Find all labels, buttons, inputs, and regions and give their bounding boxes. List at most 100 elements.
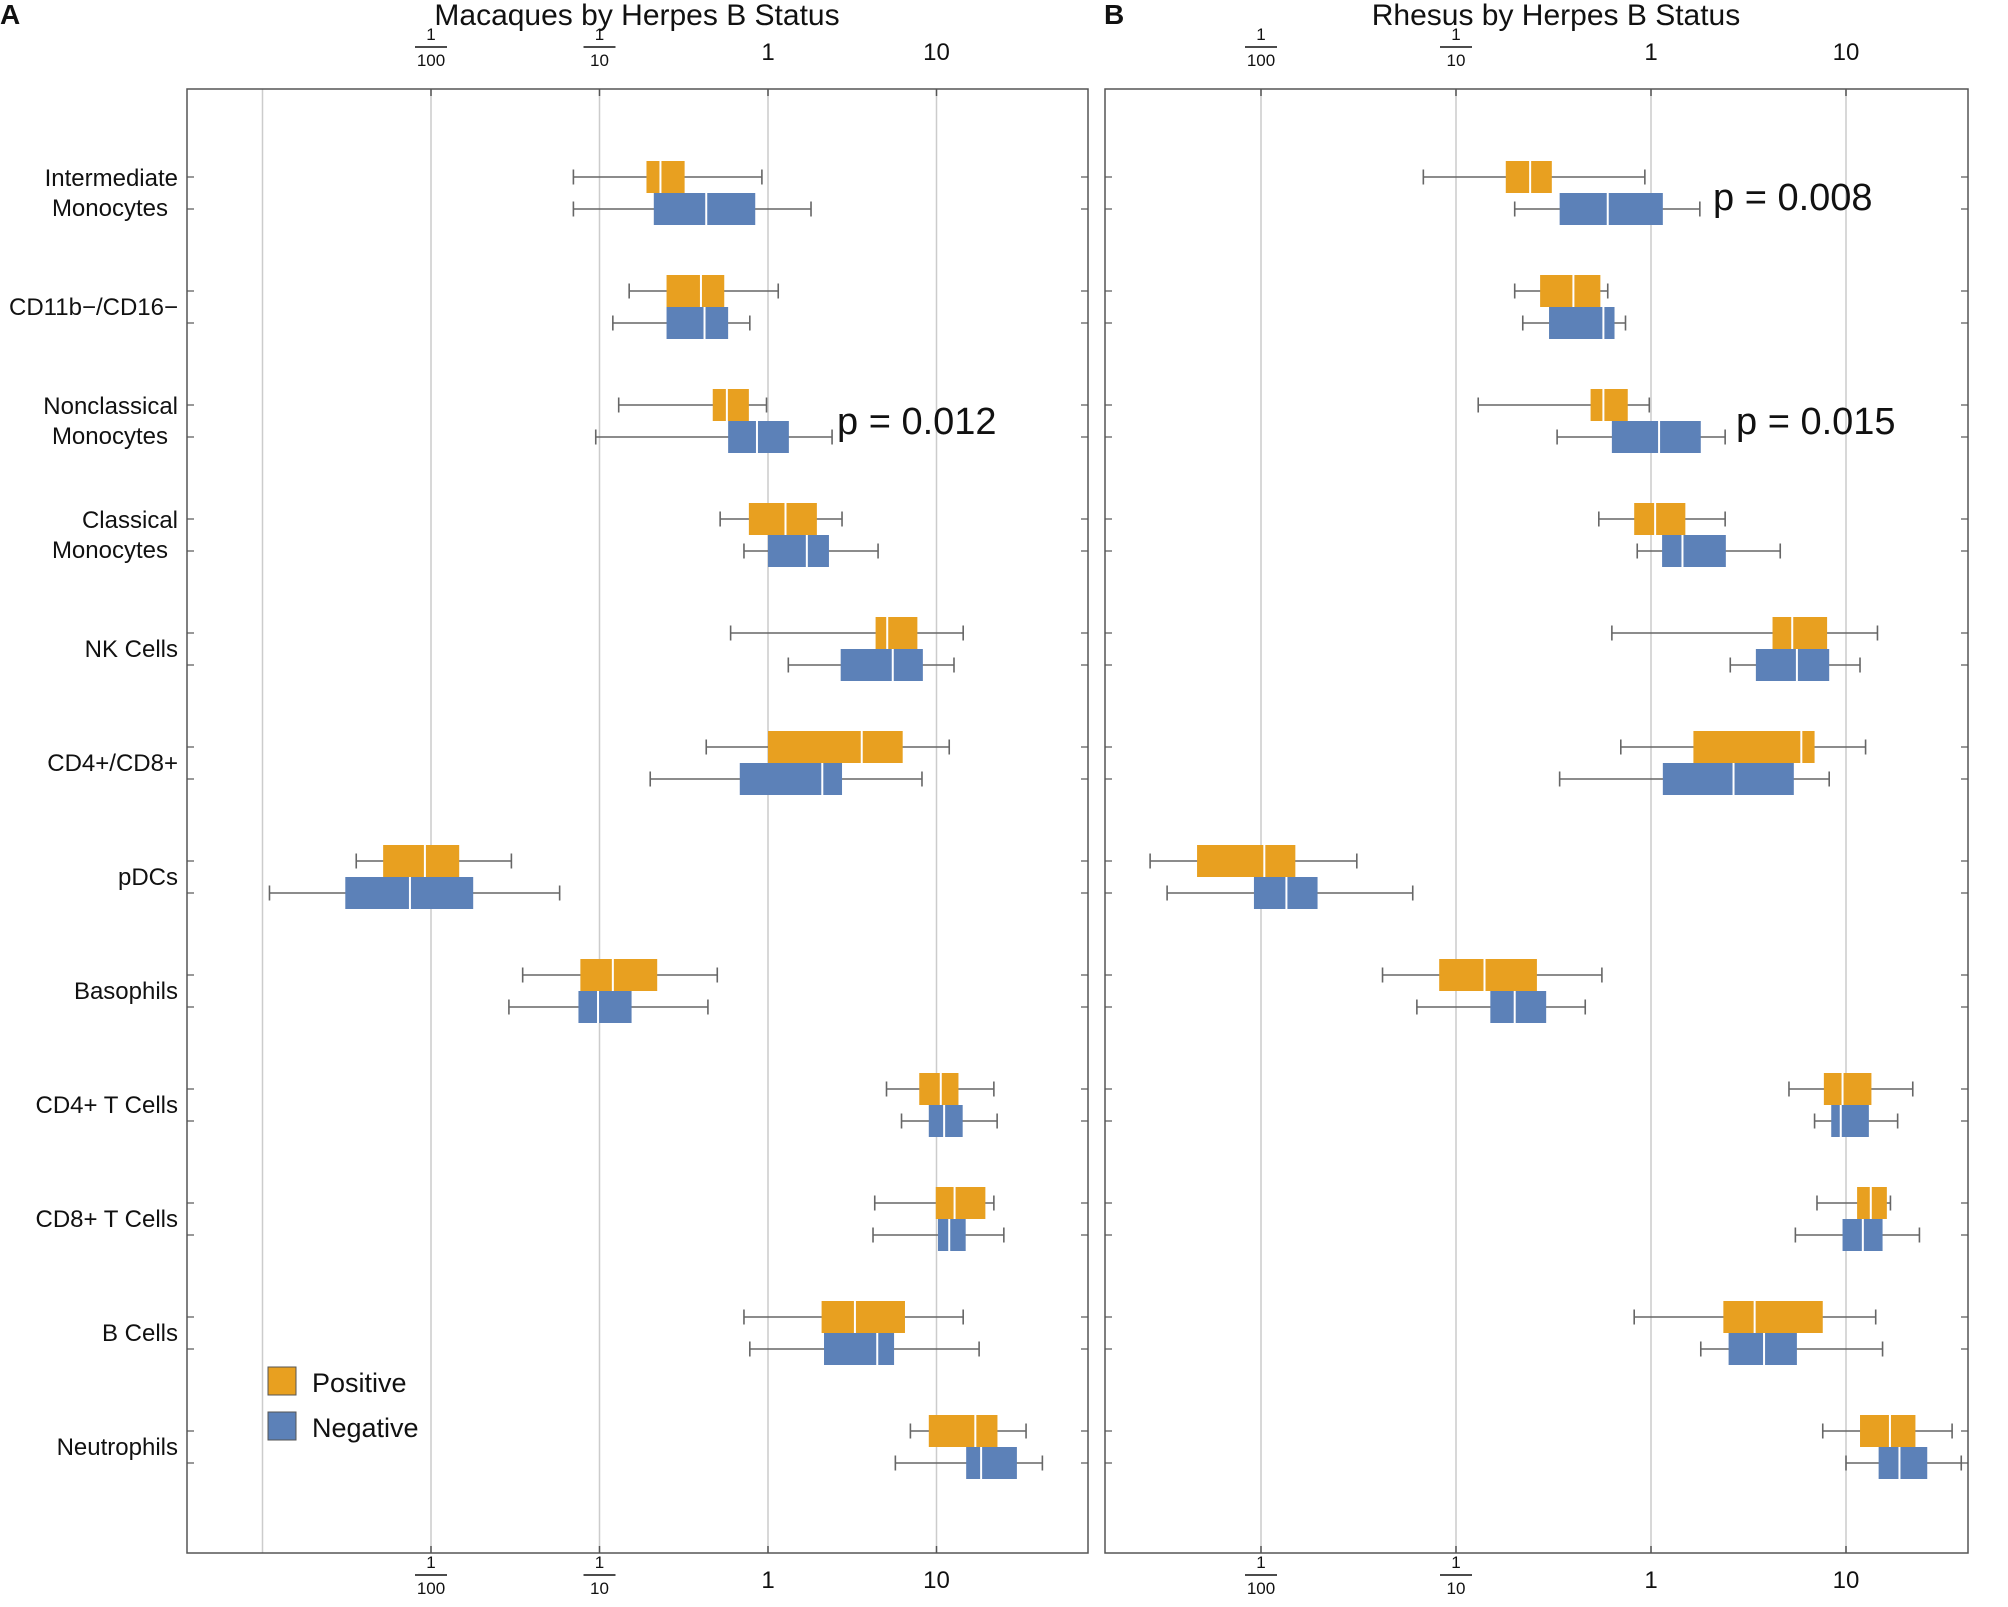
p-value-annotation: p = 0.015	[1736, 401, 1896, 443]
box-positive	[580, 959, 658, 991]
box-negative	[928, 1105, 963, 1137]
x-tick-label: 1	[761, 39, 774, 66]
box-negative	[1662, 763, 1794, 795]
legend-label-positive: Positive	[312, 1368, 407, 1398]
x-tick-label-den: 10	[1447, 51, 1466, 70]
box-negative	[1728, 1333, 1797, 1365]
x-tick-label-den: 100	[417, 1579, 445, 1598]
box-negative	[1755, 649, 1830, 681]
x-tick-label-num: 1	[1256, 1553, 1265, 1572]
box-negative	[728, 421, 789, 453]
box-negative	[1559, 193, 1663, 225]
p-value-annotation: p = 0.012	[837, 401, 997, 443]
x-tick-label-den: 100	[417, 51, 445, 70]
p-value-annotation: p = 0.008	[1713, 177, 1873, 219]
box-positive	[646, 161, 685, 193]
box-negative	[653, 193, 756, 225]
box-positive	[712, 389, 749, 421]
x-tick-label: 10	[923, 39, 950, 66]
plot-frame	[1104, 88, 1969, 1554]
box-positive	[1197, 845, 1296, 877]
legend-label-negative: Negative	[312, 1413, 419, 1443]
box-positive	[821, 1301, 905, 1333]
panel-a-title: Macaques by Herpes B Status	[434, 0, 839, 32]
category-label: Nonclassical	[43, 393, 178, 420]
box-positive	[666, 275, 725, 307]
box-negative	[937, 1219, 966, 1251]
category-label: CD4+ T Cells	[36, 1092, 179, 1119]
legend-swatch-positive	[267, 1366, 297, 1396]
box-negative	[840, 649, 923, 681]
box-positive	[1857, 1187, 1887, 1219]
box-positive	[748, 503, 817, 535]
box-positive	[1439, 959, 1537, 991]
box-positive	[1634, 503, 1686, 535]
box-positive	[1693, 731, 1815, 763]
x-tick-label: 10	[1833, 1567, 1860, 1594]
box-negative	[1831, 1105, 1869, 1137]
box-negative	[768, 535, 829, 567]
x-tick-label: 1	[761, 1567, 774, 1594]
x-tick-label: 10	[923, 1567, 950, 1594]
category-label: CD11b−/CD16−	[9, 294, 178, 321]
panel-a-letter: A	[0, 0, 20, 30]
category-label: Neutrophils	[57, 1434, 178, 1461]
x-tick-label-den: 10	[590, 51, 609, 70]
x-tick-label-num: 1	[595, 1553, 604, 1572]
box-positive	[935, 1187, 986, 1219]
x-tick-label-num: 1	[595, 25, 604, 44]
panel-b: B Rhesus by Herpes B Status 1 100 1 100 1 10 1…	[1104, 0, 1969, 1598]
box-negative	[739, 763, 843, 795]
category-label: Monocytes	[52, 537, 168, 564]
x-tick-label-num: 1	[1256, 25, 1265, 44]
box-positive	[928, 1415, 998, 1447]
box-negative	[1549, 307, 1615, 339]
category-label: Classical	[82, 507, 178, 534]
panel-b-title: Rhesus by Herpes B Status	[1372, 0, 1741, 32]
x-tick-label: 10	[1833, 39, 1860, 66]
x-tick-label-den: 100	[1247, 51, 1275, 70]
box-positive	[1723, 1301, 1823, 1333]
x-tick-label: 1	[1644, 39, 1657, 66]
category-label: Monocytes	[52, 195, 168, 222]
x-tick-label-num: 1	[426, 25, 435, 44]
plot-frame	[186, 88, 1089, 1554]
category-label: Monocytes	[52, 423, 168, 450]
box-positive	[919, 1073, 959, 1105]
category-label: Intermediate	[45, 165, 178, 192]
legend: Positive Negative	[267, 1366, 419, 1443]
x-tick-label-den: 10	[590, 1579, 609, 1598]
panel-b-letter: B	[1104, 0, 1124, 30]
box-negative	[578, 991, 632, 1023]
category-label: NK Cells	[85, 636, 178, 663]
box-negative	[1490, 991, 1547, 1023]
category-label: CD4+/CD8+	[47, 750, 178, 777]
legend-swatch-negative	[267, 1411, 297, 1441]
box-positive	[1823, 1073, 1872, 1105]
box-negative	[1662, 535, 1726, 567]
x-tick-label-num: 1	[1451, 1553, 1460, 1572]
box-negative	[824, 1333, 895, 1365]
category-label: pDCs	[118, 864, 178, 891]
x-tick-label: 1	[1644, 1567, 1657, 1594]
box-positive	[383, 845, 460, 877]
box-positive	[1860, 1415, 1916, 1447]
box-positive	[1772, 617, 1828, 649]
panel-a: A Macaques by Herpes B Status 1 100 1 100 1 1…	[0, 0, 1089, 1598]
box-positive	[768, 731, 903, 763]
x-tick-label-num: 1	[426, 1553, 435, 1572]
box-positive	[1505, 161, 1552, 193]
box-negative	[666, 307, 729, 339]
category-label: Basophils	[74, 978, 178, 1005]
category-label: B Cells	[102, 1320, 178, 1347]
box-negative	[1611, 421, 1701, 453]
x-tick-label-num: 1	[1451, 25, 1460, 44]
box-positive	[1590, 389, 1628, 421]
category-label: CD8+ T Cells	[36, 1206, 179, 1233]
x-tick-label-den: 10	[1447, 1579, 1466, 1598]
box-negative	[1878, 1447, 1928, 1479]
box-positive	[875, 617, 918, 649]
box-negative	[966, 1447, 1017, 1479]
box-positive	[1540, 275, 1601, 307]
